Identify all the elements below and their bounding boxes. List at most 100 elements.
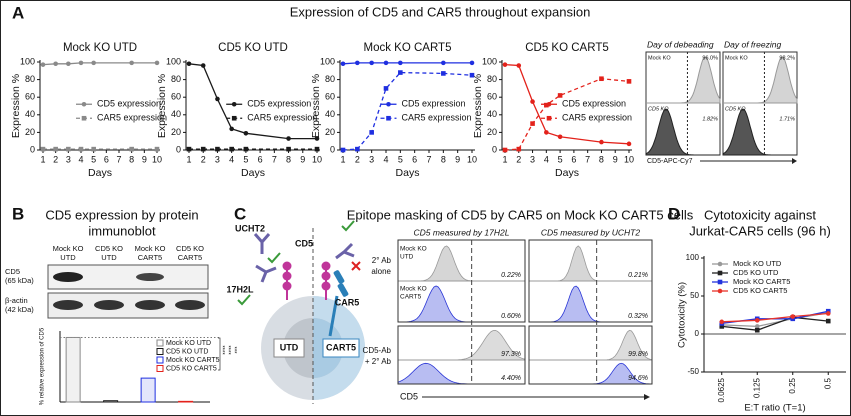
y-tick-label: 100	[166, 56, 181, 66]
legend-label: CAR5 expression	[97, 113, 167, 123]
x-tick-label: 9	[455, 154, 460, 164]
legend-label: Mock KO UTD	[166, 340, 211, 347]
diagram-label: CAR5	[335, 297, 360, 307]
legend-label: Mock KO CART5	[733, 277, 790, 286]
grid-box	[528, 325, 653, 385]
x-axis-label: E:T ratio (T=1)	[744, 403, 805, 414]
legend-label: CD5 expression	[402, 99, 466, 109]
marker	[502, 62, 508, 67]
y-tick-label: 80	[487, 74, 497, 84]
x-tick-label: 9	[300, 154, 305, 164]
marker	[386, 115, 391, 121]
y-tick-label: 100	[482, 56, 497, 66]
x-axis-label: CD5	[400, 391, 418, 401]
legend-label: CD5 expression	[562, 99, 626, 109]
significance: ****	[218, 345, 224, 355]
legend-swatch	[156, 365, 164, 372]
marker	[355, 60, 360, 66]
x-tick-label: 7	[116, 154, 121, 164]
marker	[516, 63, 522, 68]
sample-label: CART5	[400, 294, 422, 301]
cd5-left	[282, 261, 292, 300]
chart-title: Mock KO CART5	[364, 42, 452, 54]
flow-x-label: CD5-APC-Cy7	[647, 158, 693, 165]
x-tick-label: 6	[104, 154, 109, 164]
histogram	[722, 108, 797, 156]
antibody-ucht2	[253, 233, 271, 254]
marker	[546, 115, 552, 121]
bar	[65, 336, 81, 403]
histogram	[723, 56, 798, 104]
panel-letter: D	[668, 204, 680, 223]
marker	[231, 101, 237, 107]
x-tick-label: 6	[258, 154, 263, 164]
marker	[530, 121, 535, 126]
x-tick-label: 1	[340, 154, 345, 164]
column-header: CD5 measured by 17H2L	[414, 227, 510, 237]
chart-title: Mock KO UTD	[63, 42, 137, 54]
x-tick-label: 1	[186, 154, 191, 164]
diagram-label: UCHT2	[235, 223, 265, 233]
x-tick-label: 2	[516, 154, 521, 164]
row-label: alone	[371, 267, 391, 276]
y-tick-label: 0	[30, 144, 35, 154]
y-tick-label: 50	[690, 291, 699, 300]
marker	[40, 146, 46, 152]
marker	[516, 146, 522, 152]
legend-label: CD5 KO CART5	[733, 286, 787, 295]
marker	[717, 279, 723, 285]
flow-pct: 96.0%	[702, 55, 718, 61]
lane-label: Mock KO	[135, 244, 166, 253]
marker	[200, 63, 206, 68]
marker	[91, 60, 96, 66]
marker	[78, 146, 84, 152]
row-label: + 2° Ab	[365, 357, 392, 366]
marker	[129, 146, 134, 152]
x-tick-label: 1	[502, 154, 507, 164]
percentage: 4.40%	[501, 375, 521, 382]
marker	[231, 115, 237, 121]
marker	[286, 146, 291, 152]
diagram-label: CD5	[295, 238, 313, 248]
marker	[386, 101, 391, 107]
marker	[825, 318, 831, 324]
bracket	[218, 337, 221, 371]
sample-label: Mock KO	[400, 286, 427, 293]
check	[341, 220, 355, 232]
flow-label: CD5 KO	[648, 106, 669, 112]
percentage: 0.21%	[628, 272, 648, 279]
x-tick-label: 0.125	[752, 377, 761, 398]
y-tick-label: 100	[686, 253, 700, 262]
lane-label: UTD	[60, 253, 76, 262]
x-tick-label: 0.25	[788, 377, 797, 393]
check	[267, 252, 281, 264]
marker	[469, 60, 475, 66]
band-label: β-actin	[5, 296, 28, 305]
legend-label: Mock KO UTD	[733, 259, 782, 268]
panel-title: CD5 expression by protein	[45, 207, 198, 222]
y-tick-label: 0	[330, 144, 335, 154]
y-tick-label: 80	[25, 74, 35, 84]
marker	[200, 146, 206, 152]
band	[175, 300, 205, 310]
legend-label: CAR5 expression	[247, 113, 317, 123]
y-tick-label: 60	[171, 92, 181, 102]
legend-swatch	[156, 348, 164, 355]
cross	[351, 261, 361, 271]
marker	[66, 61, 71, 67]
panel-title: Expression of CD5 and CAR5 throughout ex…	[290, 4, 591, 19]
marker	[243, 146, 249, 152]
x-tick-label: 9	[142, 154, 147, 164]
marker	[66, 146, 71, 152]
sample-label: UTD	[400, 254, 414, 261]
y-axis-label: Expression %	[310, 74, 322, 138]
y-axis-label: Cytotoxicity (%)	[677, 282, 688, 348]
x-tick-label: 3	[369, 154, 374, 164]
percentage: 94.6%	[628, 375, 648, 382]
x-axis-label: Days	[88, 167, 112, 179]
x-axis-label: Days	[396, 167, 420, 179]
diagram-label: CART5	[326, 342, 356, 352]
bar	[103, 400, 119, 403]
marker	[441, 71, 446, 76]
marker	[383, 86, 389, 91]
